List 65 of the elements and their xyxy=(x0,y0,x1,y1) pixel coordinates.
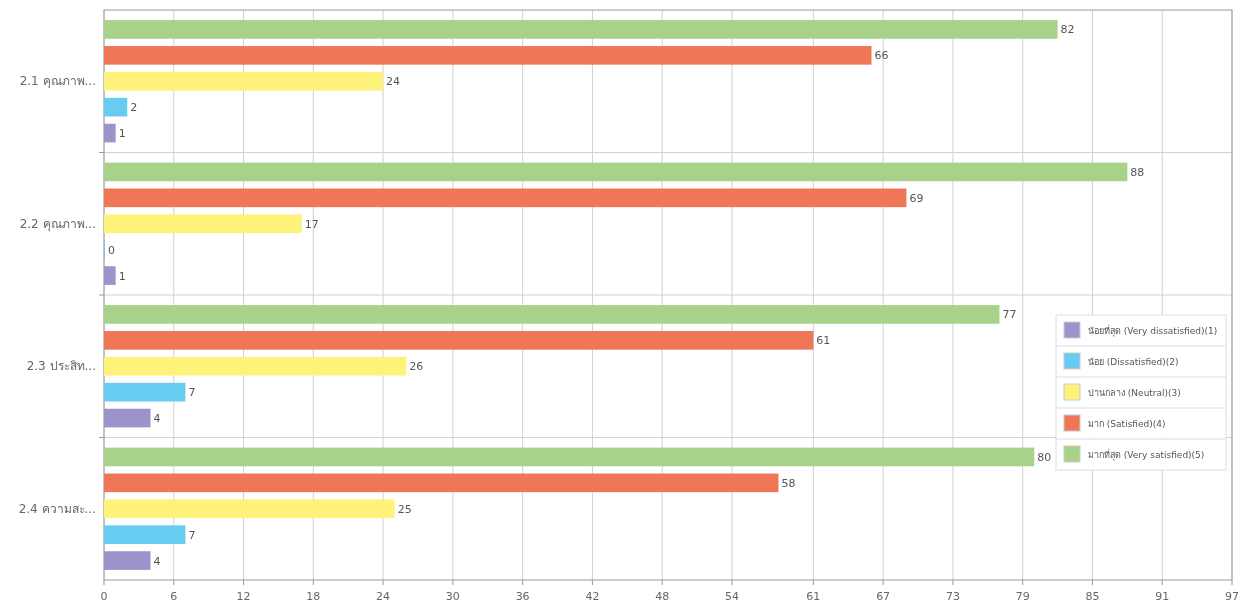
y-tick-label: 2.4 ความสะ... xyxy=(18,501,96,516)
data-label: 82 xyxy=(1060,23,1075,37)
x-tick-label: 24 xyxy=(376,590,391,603)
x-tick-label: 97 xyxy=(1225,590,1239,603)
x-tick-label: 67 xyxy=(876,590,891,603)
data-label: 2 xyxy=(130,101,138,115)
bar xyxy=(104,447,1035,467)
x-tick-label: 36 xyxy=(515,590,530,603)
bar xyxy=(104,525,186,544)
bar xyxy=(104,123,116,143)
x-tick-label: 79 xyxy=(1015,590,1030,603)
x-tick-label: 30 xyxy=(445,590,460,603)
data-label: 26 xyxy=(409,360,424,374)
bar xyxy=(104,382,186,402)
bar xyxy=(104,97,128,117)
x-tick-label: 91 xyxy=(1155,590,1170,603)
bar xyxy=(104,188,907,208)
data-label: 61 xyxy=(816,334,831,348)
y-tick-label: 2.3 ประสิท... xyxy=(26,359,96,374)
bar xyxy=(104,331,814,350)
legend-label: น้อย (Dissatisfied)(2) xyxy=(1088,357,1179,367)
legend-label: ปานกลาง (Neutral)(3) xyxy=(1088,388,1181,398)
data-label: 25 xyxy=(397,502,412,516)
y-tick-label: 2.1 คุณภาพ... xyxy=(19,74,96,90)
bar xyxy=(104,20,1058,39)
data-label: 1 xyxy=(118,127,126,141)
data-label: 69 xyxy=(909,191,924,205)
x-tick-label: 42 xyxy=(585,590,600,603)
data-label: 4 xyxy=(153,554,161,568)
bar xyxy=(104,356,407,376)
data-label: 88 xyxy=(1130,165,1145,179)
data-label: 17 xyxy=(304,217,319,231)
data-label: 80 xyxy=(1037,450,1052,464)
bar xyxy=(104,551,151,570)
bar xyxy=(104,408,151,428)
x-tick-label: 6 xyxy=(170,590,178,603)
bar xyxy=(104,499,395,519)
bar xyxy=(104,305,1000,324)
legend-label: น้อยที่สุด (Very dissatisfied)(1) xyxy=(1088,324,1218,337)
x-tick-label: 73 xyxy=(945,590,960,603)
data-label: 1 xyxy=(118,269,126,283)
bar xyxy=(104,266,116,285)
x-tick-label: 61 xyxy=(806,590,821,603)
x-tick-label: 18 xyxy=(306,590,321,603)
x-tick-label: 85 xyxy=(1085,590,1100,603)
data-label: 0 xyxy=(108,243,115,257)
x-tick-label: 54 xyxy=(724,590,739,603)
data-label: 66 xyxy=(874,49,889,63)
bar xyxy=(104,46,872,65)
bar xyxy=(104,214,302,234)
data-label: 58 xyxy=(781,476,796,490)
data-label: 4 xyxy=(153,412,161,426)
legend-label: มาก (Satisfied)(4) xyxy=(1088,419,1166,429)
bar xyxy=(104,162,1128,182)
y-tick-label: 2.2 คุณภาพ... xyxy=(19,216,96,232)
bar xyxy=(104,71,384,91)
x-tick-label: 48 xyxy=(655,590,670,603)
bar xyxy=(104,473,779,493)
data-label: 77 xyxy=(1002,308,1017,322)
data-label: 7 xyxy=(188,528,196,542)
legend-label: มากที่สุด (Very satisfied)(5) xyxy=(1088,448,1205,461)
x-tick-label: 0 xyxy=(100,590,108,603)
x-tick-label: 12 xyxy=(236,590,251,603)
data-label: 24 xyxy=(386,75,401,89)
data-label: 7 xyxy=(188,386,196,400)
